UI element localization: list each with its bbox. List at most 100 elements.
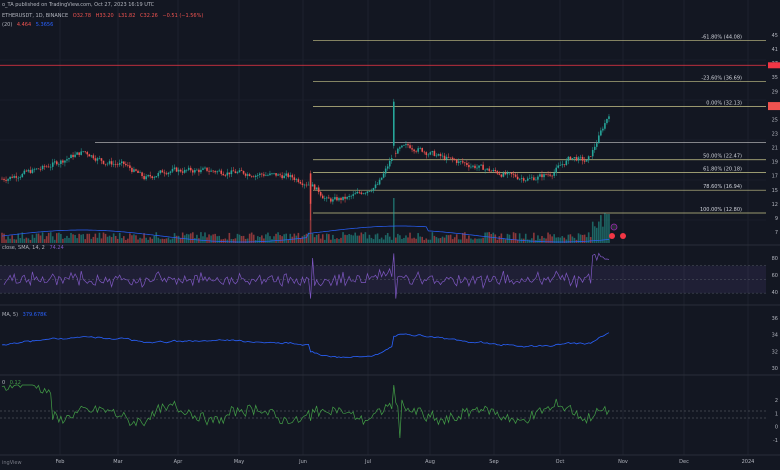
volume-bar <box>358 235 361 243</box>
volume-bar <box>354 232 357 243</box>
volume-bar <box>476 238 478 243</box>
candle-body <box>583 160 586 162</box>
candle-body <box>354 193 357 195</box>
candle-body <box>297 179 300 182</box>
volume-bar <box>533 232 535 243</box>
obv-axis-label-3: 30 <box>772 366 778 372</box>
volume-bar <box>350 234 352 243</box>
rsi-label: close, SMA, 14, 2 <box>2 245 45 251</box>
candle-body <box>319 192 322 196</box>
candle-body <box>82 151 84 152</box>
volume-bar <box>192 232 194 243</box>
candle-body <box>15 176 18 178</box>
volume-bar <box>37 233 40 243</box>
candle-body <box>429 152 432 155</box>
candle-body <box>214 171 216 173</box>
candle-body <box>506 172 509 175</box>
candle-body <box>281 175 283 179</box>
candle-body <box>293 177 296 181</box>
candle-body <box>5 179 7 181</box>
volume-bar <box>413 237 415 243</box>
volume-bar <box>240 236 243 243</box>
candle-body <box>553 172 555 176</box>
volume-bar <box>401 238 403 243</box>
volume-bar <box>317 234 320 243</box>
volume-bar <box>299 238 302 243</box>
candle-body <box>464 162 466 164</box>
candle-body <box>524 180 527 182</box>
candle-body <box>585 160 588 162</box>
x-tick-10: Dec <box>679 459 689 465</box>
candle-body <box>397 148 399 154</box>
volume-bar <box>571 236 574 243</box>
volume-bar <box>488 232 490 243</box>
volume-bar <box>512 232 515 243</box>
candle-body <box>508 172 511 174</box>
osc-axis-label-3: -1 <box>773 438 778 444</box>
volume-bar <box>129 233 131 243</box>
publish-info: o_TA published on TradingView.com, Oct 2… <box>2 2 157 8</box>
price-axis-label-3: 35 <box>772 75 778 81</box>
candle-body <box>68 158 70 160</box>
volume-bar <box>370 237 373 243</box>
volume-bar <box>447 235 450 243</box>
volume-bar <box>449 234 452 243</box>
volume-bar <box>230 238 233 243</box>
candle-body <box>522 178 525 181</box>
candle-body <box>228 172 231 175</box>
volume-bar <box>518 233 521 243</box>
candle-body <box>234 171 237 174</box>
candle-body <box>256 174 259 176</box>
candle-body <box>263 174 265 176</box>
candle-body <box>189 167 192 171</box>
candle-body <box>484 169 486 171</box>
candle-body <box>307 184 310 186</box>
volume-bar <box>419 236 421 243</box>
candle-body <box>362 193 365 194</box>
volume-bar <box>252 234 255 243</box>
pane-separators <box>0 244 780 456</box>
volume-bar <box>181 232 184 243</box>
volume-bar <box>378 239 381 243</box>
candle-body <box>551 175 553 177</box>
volume-bar <box>547 232 549 243</box>
candle-body <box>427 154 430 156</box>
candle-body <box>21 173 24 178</box>
volume-bar <box>94 233 97 243</box>
candle-body <box>415 151 417 152</box>
volume-bar <box>15 239 18 243</box>
volume-bar <box>604 213 606 243</box>
volume-bar <box>531 238 533 243</box>
volume-bar <box>323 239 326 243</box>
volume-bar <box>455 234 458 243</box>
volume-bar <box>263 238 265 243</box>
volume-bar <box>60 233 62 243</box>
candle-body <box>96 158 99 161</box>
volume-bar <box>175 235 178 243</box>
volume-bar <box>583 234 586 243</box>
candle-body <box>177 169 180 172</box>
volume-bar <box>425 238 428 243</box>
volume-bar <box>524 233 527 243</box>
volume-bar <box>68 237 70 243</box>
volume-bar <box>293 233 296 243</box>
volume-bar <box>80 234 82 243</box>
candle-body <box>11 176 13 178</box>
candle-body <box>94 158 97 161</box>
volume-bar <box>549 234 551 243</box>
candle-body <box>159 170 162 174</box>
volume-bar <box>285 233 287 243</box>
candle-body <box>344 196 346 199</box>
candle-body <box>153 177 156 179</box>
candle-body <box>244 173 247 176</box>
volume-bar <box>98 232 101 243</box>
candle-body <box>388 160 391 167</box>
candle-body <box>557 165 560 168</box>
volume-bar <box>551 236 553 243</box>
price-axis-label-12: 12 <box>772 202 778 208</box>
candle-body <box>118 163 121 165</box>
volume-bar <box>21 232 24 243</box>
fib-label-2: 0.00% (32.13) <box>706 100 742 106</box>
fib-label-0: -61.80% (44.08) <box>701 35 742 41</box>
